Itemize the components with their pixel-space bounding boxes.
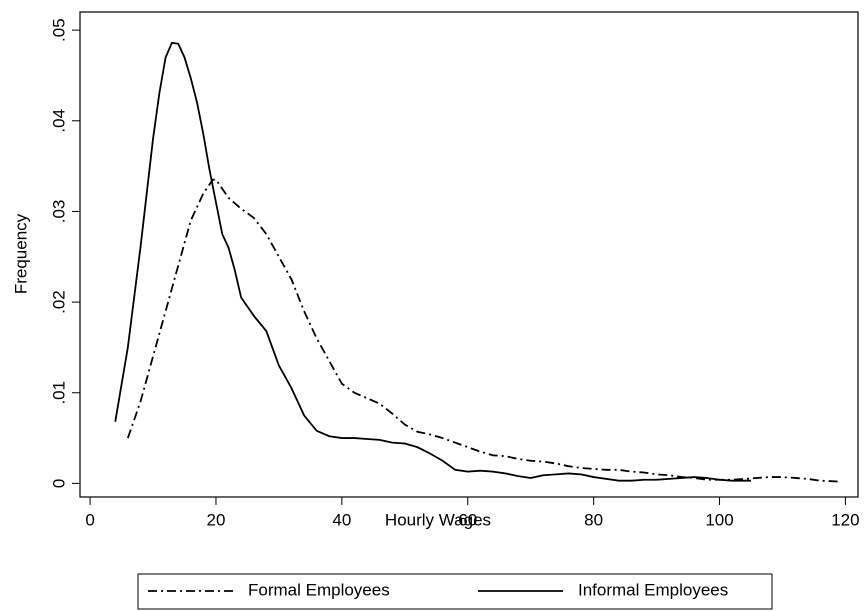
x-tick-label: 100 xyxy=(705,510,733,529)
x-tick-label: 120 xyxy=(831,510,859,529)
y-axis-label: Frequency xyxy=(11,213,30,294)
y-tick-label: .02 xyxy=(49,290,68,314)
y-tick-label: 0 xyxy=(49,479,68,488)
legend-label: Formal Employees xyxy=(248,580,390,599)
series-line xyxy=(126,178,840,483)
x-tick-label: 0 xyxy=(85,510,94,529)
y-tick-label: .05 xyxy=(49,18,68,42)
y-tick-label: .04 xyxy=(49,109,68,133)
x-tick-label: 20 xyxy=(207,510,226,529)
x-tick-label: 40 xyxy=(332,510,351,529)
legend-box xyxy=(137,573,773,610)
x-axis-label: Hourly Wages xyxy=(385,510,491,529)
y-tick-label: .03 xyxy=(49,200,68,224)
y-tick-label: .01 xyxy=(49,381,68,405)
series-line xyxy=(114,41,751,482)
legend-label: Informal Employees xyxy=(578,580,728,599)
x-tick-label: 80 xyxy=(584,510,603,529)
x-tick-label: 60 xyxy=(458,510,477,529)
plot-frame xyxy=(79,11,859,498)
